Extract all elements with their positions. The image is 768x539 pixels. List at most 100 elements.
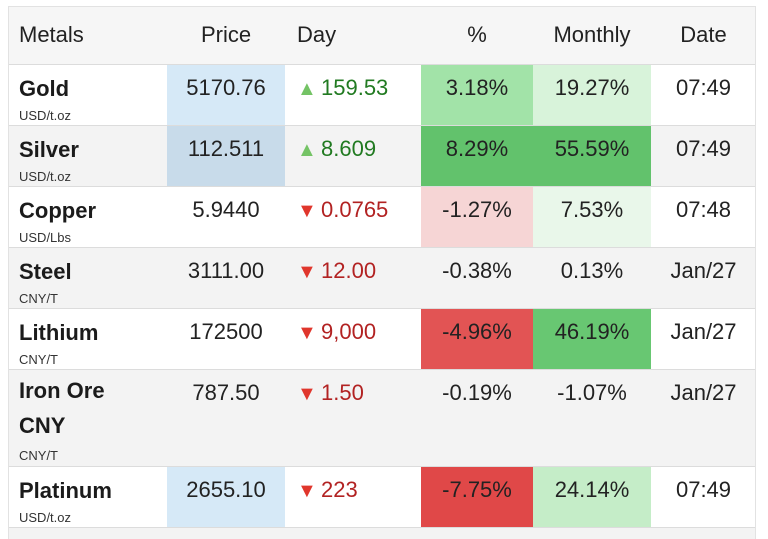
header-monthly[interactable]: Monthly	[533, 7, 651, 65]
day-change-cell: ▼ 12.00	[285, 247, 421, 309]
triangle-down-icon: ▼	[297, 199, 317, 222]
header-price[interactable]: Price	[167, 7, 285, 65]
metal-cell-copper: Copper USD/Lbs	[9, 186, 167, 248]
triangle-down-icon: ▼	[297, 260, 317, 283]
date-value: Jan/27	[670, 379, 737, 405]
metal-unit: USD/t.oz	[19, 107, 72, 123]
header-row: Metals Price Day % Monthly Date	[9, 7, 755, 65]
header-date[interactable]: Date	[651, 7, 755, 65]
price-cell: 5.9440	[167, 186, 285, 248]
metal-cell-steel: Steel CNY/T	[9, 247, 167, 309]
price-cell: 3111.00	[167, 247, 285, 309]
percent-value: 3.18%	[445, 74, 509, 100]
day-change-value: 1.50	[321, 379, 364, 405]
percent-cell: -7.75%	[421, 466, 533, 528]
day-change-value: 9,000	[321, 318, 377, 344]
percent-cell: -0.38%	[421, 247, 533, 309]
metal-name[interactable]: Iron Ore CNY	[19, 377, 105, 438]
day-change-cell: ▲ 8.609	[285, 125, 421, 187]
triangle-up-icon: ▲	[297, 138, 317, 161]
metal-cell-iron-ore-cny: Iron Ore CNY CNY/T	[9, 369, 167, 467]
day-change-value: 8.609	[321, 135, 377, 161]
metal-cell-lithium: Lithium CNY/T	[9, 308, 167, 370]
price-cell: 5170.76	[167, 64, 285, 126]
day-change-value: 0.0765	[321, 196, 389, 222]
price-value: 5.9440	[192, 196, 260, 222]
monthly-value: 0.13%	[560, 257, 624, 283]
date-cell: 07:49	[651, 64, 755, 126]
price-cell: 787.50	[167, 369, 285, 467]
date-value: Jan/27	[670, 257, 737, 283]
percent-cell: -0.19%	[421, 369, 533, 467]
header-day[interactable]: Day	[285, 7, 421, 65]
table-row[interactable]: Iron Ore CNY CNY/T 787.50 ▼ 1.50 -0.19% -1.07%…	[9, 369, 755, 467]
metal-unit: USD/t.oz	[19, 509, 72, 525]
metals-table-container: Metals Price Day % Monthly Date Gold USD/…	[8, 6, 756, 539]
date-cell: Jan/27	[651, 247, 755, 309]
metal-name[interactable]: Gold	[19, 75, 70, 101]
day-change-value: 12.00	[321, 257, 377, 283]
day-change-cell: ▼ 1.50	[285, 369, 421, 467]
day-change-cell: ▲ 159.53	[285, 64, 421, 126]
table-row[interactable]: Gold USD/t.oz 5170.76 ▲ 159.53 3.18% 19.27% 07:…	[9, 64, 755, 126]
date-value: 07:49	[675, 476, 732, 502]
metal-cell-silver: Silver USD/t.oz	[9, 125, 167, 187]
table-row[interactable]: Copper USD/Lbs 5.9440 ▼ 0.0765 -1.27% 7.53% 07:…	[9, 186, 755, 248]
metal-cell-gold: Gold USD/t.oz	[9, 64, 167, 126]
monthly-cell: 46.19%	[533, 308, 651, 370]
percent-value: -4.96%	[442, 318, 512, 344]
price-value: 2655.10	[186, 476, 266, 502]
percent-value: -1.27%	[442, 196, 512, 222]
table-row[interactable]: Platinum USD/t.oz 2655.10 ▼ 223 -7.75% 24.14% 0…	[9, 466, 755, 528]
monthly-cell: 24.14%	[533, 466, 651, 528]
footer-cell	[9, 527, 755, 539]
date-value: 07:48	[675, 196, 732, 222]
metal-unit: CNY/T	[19, 447, 58, 463]
table-row[interactable]: Silver USD/t.oz 112.511 ▲ 8.609 8.29% 55.59% 07…	[9, 125, 755, 187]
monthly-value: 55.59%	[554, 135, 630, 161]
header-metals[interactable]: Metals	[9, 7, 167, 65]
metal-name[interactable]: Silver	[19, 136, 79, 162]
monthly-value: 7.53%	[560, 196, 624, 222]
table-row[interactable]: Lithium CNY/T 172500 ▼ 9,000 -4.96% 46.19% Jan/…	[9, 308, 755, 370]
day-change-cell: ▼ 0.0765	[285, 186, 421, 248]
monthly-value: 24.14%	[554, 476, 630, 502]
price-value: 172500	[189, 318, 263, 344]
date-cell: 07:48	[651, 186, 755, 248]
monthly-cell: 19.27%	[533, 64, 651, 126]
percent-cell: -1.27%	[421, 186, 533, 248]
triangle-down-icon: ▼	[297, 321, 317, 344]
day-change-cell: ▼ 9,000	[285, 308, 421, 370]
metal-unit: USD/Lbs	[19, 229, 72, 245]
day-change-value: 159.53	[321, 74, 389, 100]
price-value: 3111.00	[187, 257, 265, 283]
metal-unit: CNY/T	[19, 290, 58, 306]
metal-name[interactable]: Steel	[19, 258, 72, 284]
day-change-cell: ▼ 223	[285, 466, 421, 528]
monthly-value: 46.19%	[554, 318, 630, 344]
metal-cell-platinum: Platinum USD/t.oz	[9, 466, 167, 528]
price-cell: 172500	[167, 308, 285, 370]
monthly-value: -1.07%	[557, 379, 627, 405]
date-cell: 07:49	[651, 125, 755, 187]
date-value: Jan/27	[670, 318, 737, 344]
percent-value: -7.75%	[442, 476, 512, 502]
date-cell: Jan/27	[651, 308, 755, 370]
monthly-cell: 7.53%	[533, 186, 651, 248]
percent-cell: -4.96%	[421, 308, 533, 370]
price-value: 112.511	[187, 135, 265, 161]
percent-cell: 8.29%	[421, 125, 533, 187]
date-value: 07:49	[675, 74, 732, 100]
percent-cell: 3.18%	[421, 64, 533, 126]
percent-value: 8.29%	[445, 135, 509, 161]
metal-name[interactable]: Lithium	[19, 319, 99, 345]
triangle-up-icon: ▲	[297, 77, 317, 100]
monthly-cell: -1.07%	[533, 369, 651, 467]
triangle-down-icon: ▼	[297, 382, 317, 405]
metal-name[interactable]: Platinum	[19, 477, 112, 503]
date-cell: Jan/27	[651, 369, 755, 467]
table-row[interactable]: Steel CNY/T 3111.00 ▼ 12.00 -0.38% 0.13% Jan/27	[9, 247, 755, 309]
metal-name[interactable]: Copper	[19, 197, 96, 223]
percent-value: -0.19%	[442, 379, 512, 405]
header-percent[interactable]: %	[421, 7, 533, 65]
